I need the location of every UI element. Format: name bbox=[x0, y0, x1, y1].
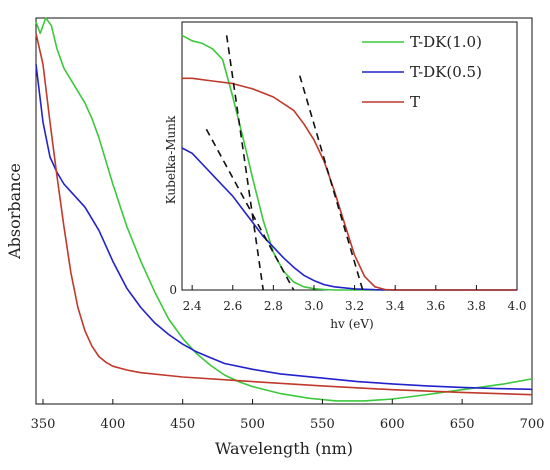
inset-x-tick-label: 3.4 bbox=[386, 299, 405, 313]
inset-x-tick-label: 4.0 bbox=[507, 299, 526, 313]
main-x-tick-label: 400 bbox=[100, 417, 125, 432]
main-series-t bbox=[35, 33, 533, 396]
inset-y-tick-zero: 0 bbox=[169, 283, 177, 297]
main-plot-frame bbox=[35, 17, 533, 405]
main-x-axis-title: Wavelength (nm) bbox=[215, 439, 353, 458]
main-y-axis-title: Absorbance bbox=[5, 163, 24, 260]
inset-tangent-t bbox=[298, 75, 364, 291]
main-x-ticks: 350 400 450 500 550 600 650 700 bbox=[31, 399, 545, 432]
main-x-tick-label: 450 bbox=[170, 417, 195, 432]
legend-label-tdk10: T-DK(1.0) bbox=[410, 33, 482, 51]
main-series-group bbox=[35, 17, 533, 402]
main-x-tick-label: 650 bbox=[450, 417, 475, 432]
inset-x-tick-label: 3.2 bbox=[345, 299, 364, 313]
inset-tangent-lines bbox=[205, 35, 364, 291]
inset-x-tick-label: 3.0 bbox=[304, 299, 323, 313]
legend-label-t: T bbox=[410, 93, 420, 111]
main-x-tick-label: 500 bbox=[240, 417, 265, 432]
inset-x-tick-label: 3.8 bbox=[467, 299, 486, 313]
inset-series-t-dk-0-5 bbox=[181, 147, 517, 291]
main-series-t-dk-1-0 bbox=[35, 17, 533, 402]
inset-background bbox=[180, 20, 520, 300]
inset-x-ticks: 2.4 2.6 2.8 3.0 3.2 3.4 3.6 3.8 4.0 bbox=[183, 285, 527, 313]
legend: T-DK(1.0) T-DK(0.5) T bbox=[362, 33, 482, 111]
main-x-tick-label: 350 bbox=[31, 417, 56, 432]
inset-series-t-dk-1-0 bbox=[181, 34, 517, 291]
inset-x-axis-title: hv (eV) bbox=[330, 317, 373, 331]
main-series-t-dk-0-5 bbox=[35, 64, 533, 391]
inset-x-tick-label: 2.4 bbox=[183, 299, 202, 313]
main-x-tick-label: 700 bbox=[520, 417, 545, 432]
inset-tangent-t-dk-1-0 bbox=[225, 35, 265, 291]
legend-label-tdk05: T-DK(0.5) bbox=[410, 63, 482, 81]
inset-tangent-t-dk-0-5 bbox=[205, 128, 295, 291]
inset-x-tick-label: 3.6 bbox=[426, 299, 445, 313]
main-x-tick-label: 550 bbox=[310, 417, 335, 432]
inset-x-tick-label: 2.6 bbox=[223, 299, 242, 313]
main-x-tick-label: 600 bbox=[380, 417, 405, 432]
inset-x-tick-label: 2.8 bbox=[264, 299, 283, 313]
inset-y-axis-title: Kubelka-Munk bbox=[164, 115, 178, 204]
